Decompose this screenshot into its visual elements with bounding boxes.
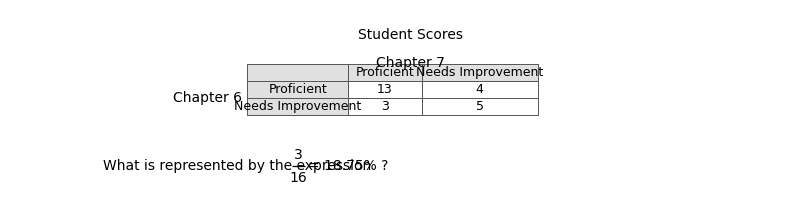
Bar — [247, 81, 348, 98]
Text: = 18.75% ?: = 18.75% ? — [308, 159, 388, 173]
Text: Needs Improvement: Needs Improvement — [234, 100, 362, 113]
Bar — [422, 64, 538, 81]
Text: 5: 5 — [476, 100, 484, 113]
Text: What is represented by the expression: What is represented by the expression — [103, 159, 376, 173]
Bar — [348, 64, 422, 81]
Text: Needs Improvement: Needs Improvement — [416, 66, 543, 79]
Bar — [247, 98, 348, 115]
Text: 4: 4 — [476, 83, 484, 96]
Bar — [422, 98, 538, 115]
Text: 3: 3 — [294, 148, 302, 162]
Text: 3: 3 — [381, 100, 389, 113]
Bar — [422, 81, 538, 98]
Text: Chapter 7: Chapter 7 — [375, 56, 445, 70]
Bar — [348, 81, 422, 98]
Text: Chapter 6: Chapter 6 — [173, 91, 242, 105]
Text: 16: 16 — [290, 171, 307, 185]
Bar — [348, 98, 422, 115]
Bar — [247, 64, 348, 81]
Text: Student Scores: Student Scores — [358, 28, 462, 42]
Text: Proficient: Proficient — [268, 83, 327, 96]
Text: 13: 13 — [377, 83, 393, 96]
Text: Proficient: Proficient — [355, 66, 414, 79]
